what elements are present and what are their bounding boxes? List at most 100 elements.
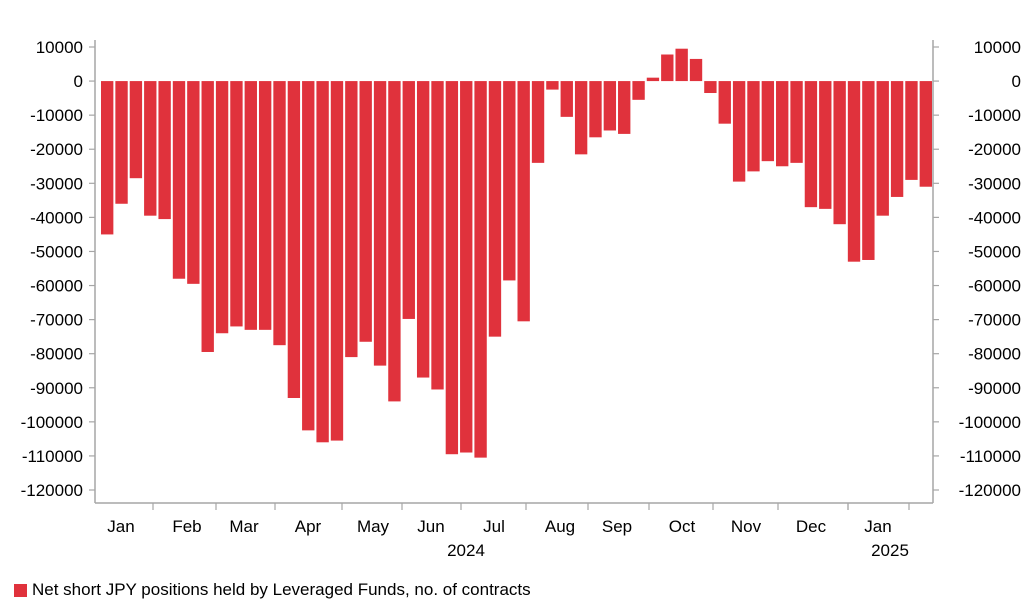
bar (388, 81, 401, 402)
x-axis: Jan Feb Mar Apr May Jun Jul Aug Sep Oct Nov Dec Jan 2… (95, 502, 933, 560)
bar (115, 81, 128, 204)
y-tick-label-right: -40000 (968, 208, 1021, 227)
y-tick-label-right: -20000 (968, 140, 1021, 159)
x-tick-label: Jan (864, 517, 891, 536)
bar (215, 81, 229, 334)
bar (890, 81, 904, 197)
bar (646, 77, 660, 82)
bar (833, 81, 846, 225)
bar (776, 81, 789, 167)
x-tick-label: Mar (229, 517, 259, 536)
y-tick-label-right: 0 (1012, 72, 1021, 91)
bar (704, 81, 717, 94)
bar (402, 81, 415, 319)
bar (804, 81, 818, 208)
bar (330, 81, 344, 441)
bars (101, 48, 932, 458)
bar (129, 81, 143, 179)
y-tick-label-left: -100000 (21, 413, 83, 432)
y-tick-label-right: -110000 (960, 447, 1021, 466)
x-tick-label: May (357, 517, 390, 536)
y-tick-label-left: -30000 (30, 174, 83, 193)
y-tick-label-right: -80000 (968, 345, 1021, 364)
bar (345, 81, 358, 358)
bar (732, 81, 746, 182)
bar (603, 81, 617, 131)
legend-label: Net short JPY positions held by Leverage… (32, 580, 531, 599)
y-tick-label-right: -120000 (959, 481, 1021, 500)
bar (689, 58, 703, 82)
bar (273, 81, 286, 346)
y-axis-right: 10000 0 -10000 -20000 -30000 -40000 -50000 -600… (932, 38, 1021, 503)
bar (287, 81, 301, 398)
x-tick-label: Feb (172, 517, 201, 536)
bar (847, 81, 861, 262)
bar (632, 81, 645, 100)
bar (488, 81, 502, 337)
bar (761, 81, 775, 162)
y-tick-label-left: -60000 (30, 277, 83, 296)
bar (560, 81, 573, 117)
bar (144, 81, 157, 216)
bar (158, 81, 171, 220)
bar (416, 81, 430, 378)
y-tick-label-left: -10000 (30, 106, 83, 125)
y-axis-left: 10000 0 -10000 -20000 -30000 -40000 -50000 -600… (21, 38, 96, 503)
bar (618, 81, 631, 134)
bar (574, 81, 588, 155)
bar (373, 81, 387, 366)
y-tick-label-left: -40000 (30, 208, 83, 227)
y-tick-label-right: -30000 (968, 174, 1021, 193)
bar (589, 81, 602, 138)
bar (187, 81, 200, 284)
y-tick-label-left: -120000 (21, 481, 83, 500)
bar (862, 81, 875, 260)
bar (661, 54, 674, 82)
y-tick-label-left: 0 (74, 72, 83, 91)
legend: Net short JPY positions held by Leverage… (14, 580, 531, 600)
y-tick-label-left: 10000 (36, 38, 83, 57)
y-tick-label-right: -100000 (959, 413, 1021, 432)
bar (431, 81, 444, 390)
bar (172, 81, 186, 279)
x-year-label: 2024 (447, 541, 485, 560)
y-tick-label-left: -80000 (30, 345, 83, 364)
x-tick-label: Apr (295, 517, 322, 536)
bar (101, 81, 114, 235)
x-tick-label: Aug (545, 517, 575, 536)
bar (302, 81, 315, 431)
bar (316, 81, 329, 443)
bar (230, 81, 243, 327)
bar (474, 81, 487, 458)
y-tick-label-right: -60000 (968, 277, 1021, 296)
bar (546, 81, 559, 90)
y-tick-label-right: 10000 (974, 38, 1021, 57)
x-tick-label: Jul (483, 517, 505, 536)
bar (258, 81, 272, 330)
bar (876, 81, 889, 216)
bar (244, 81, 257, 330)
bar (445, 81, 459, 455)
bar (359, 81, 372, 342)
y-tick-label-left: -70000 (30, 311, 83, 330)
chart-svg: 10000 0 -10000 -20000 -30000 -40000 -50000 -600… (21, 38, 1021, 560)
bar (790, 81, 803, 163)
y-tick-label-left: -110000 (22, 447, 83, 466)
y-tick-label-right: -70000 (968, 311, 1021, 330)
y-tick-label-left: -90000 (30, 379, 83, 398)
x-tick-label: Nov (731, 517, 762, 536)
bar (517, 81, 530, 322)
bar (460, 81, 473, 453)
x-year-label: 2025 (871, 541, 909, 560)
y-tick-label-left: -20000 (30, 140, 83, 159)
bar (919, 81, 932, 187)
x-tick-label: Jun (417, 517, 444, 536)
bar (718, 81, 731, 124)
legend-swatch (14, 583, 27, 597)
bar (819, 81, 832, 209)
bar (201, 81, 214, 352)
x-tick-label: Jan (107, 517, 134, 536)
x-tick-label: Sep (602, 517, 632, 536)
y-tick-label-left: -50000 (30, 242, 83, 261)
